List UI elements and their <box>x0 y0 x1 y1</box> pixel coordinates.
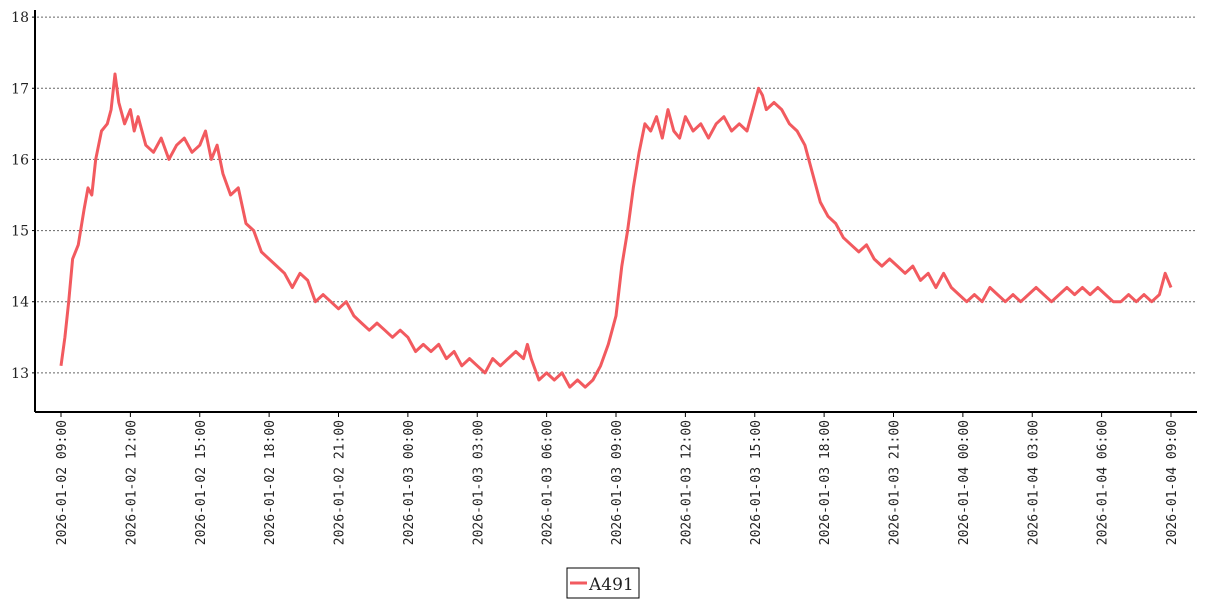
y-axis-ticks: 13 14 15 16 17 18 <box>11 10 35 382</box>
gridlines <box>37 16 1197 374</box>
series-layer <box>59 72 1173 389</box>
x-tick-label: 2026-01-02 12:00 <box>124 420 139 545</box>
x-tick-label: 2026-01-04 06:00 <box>1096 420 1111 545</box>
x-tick-label: 2026-01-02 15:00 <box>194 420 209 545</box>
y-tick-label: 17 <box>11 81 29 97</box>
x-axis-ticks: 2026-01-02 09:00 2026-01-02 12:00 2026-01-… <box>55 412 1180 545</box>
x-tick-label: 2026-01-03 06:00 <box>541 420 556 545</box>
x-tick-label: 2026-01-03 03:00 <box>471 420 486 545</box>
x-tick-label: 2026-01-03 15:00 <box>749 420 764 545</box>
x-tick-label: 2026-01-03 09:00 <box>610 420 625 545</box>
x-tick-label: 2026-01-03 21:00 <box>888 420 903 545</box>
x-tick-label: 2026-01-02 09:00 <box>55 420 70 545</box>
y-tick-label: 16 <box>11 152 29 168</box>
x-tick-label: 2026-01-04 00:00 <box>957 420 972 545</box>
y-tick-label: 18 <box>11 10 29 26</box>
y-tick-label: 13 <box>11 366 29 382</box>
x-tick-label: 2026-01-02 18:00 <box>263 420 278 545</box>
y-tick-label: 14 <box>11 295 29 311</box>
y-tick-label: 15 <box>11 224 29 240</box>
legend: A491 <box>566 567 640 599</box>
series-line-a491 <box>59 72 1173 389</box>
x-tick-label: 2026-01-03 18:00 <box>818 420 833 545</box>
x-tick-label: 2026-01-04 09:00 <box>1165 420 1180 545</box>
x-tick-label: 2026-01-02 21:00 <box>333 420 348 545</box>
x-tick-label: 2026-01-03 12:00 <box>679 420 694 545</box>
legend-label: A491 <box>588 575 634 595</box>
x-tick-label: 2026-01-03 00:00 <box>402 420 417 545</box>
x-tick-label: 2026-01-04 03:00 <box>1026 420 1041 545</box>
